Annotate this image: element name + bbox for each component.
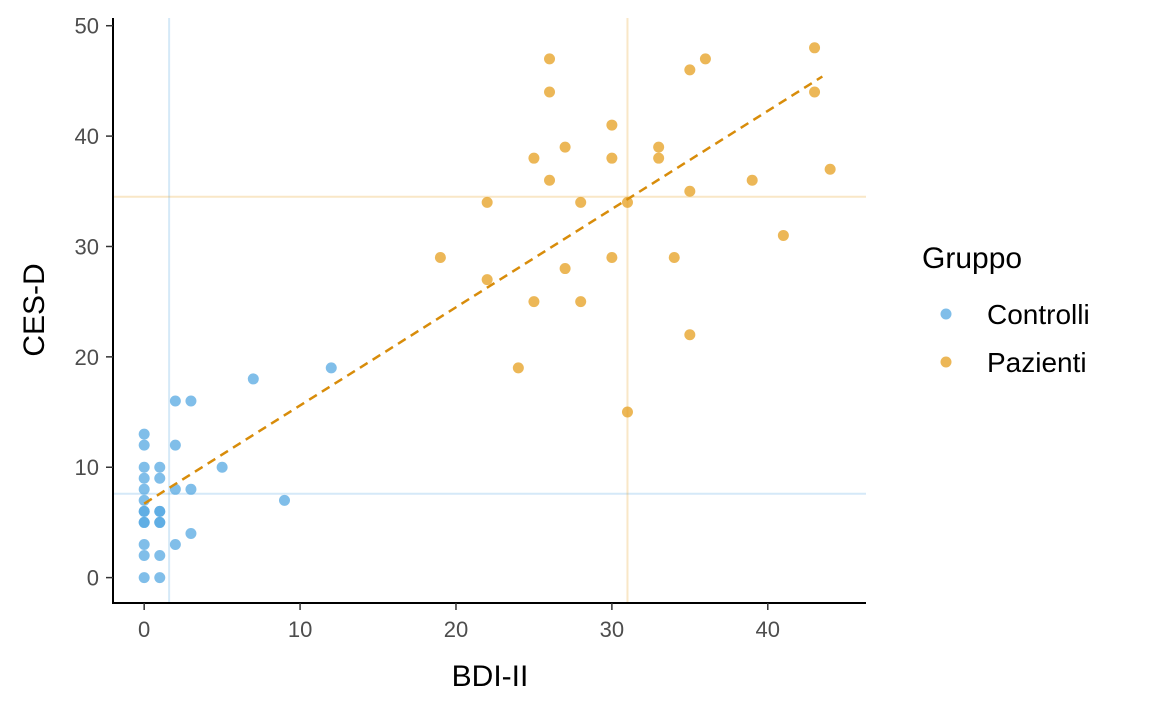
data-point [512, 362, 524, 374]
data-point [138, 439, 150, 451]
data-point [777, 229, 789, 241]
legend-label-0: Controlli [987, 299, 1090, 330]
y-axis-title: CES-D [18, 263, 51, 356]
x-tick-label: 40 [756, 617, 780, 642]
data-point [185, 483, 197, 495]
y-tick-label: 40 [75, 124, 99, 149]
data-point [544, 86, 556, 98]
data-point [528, 152, 540, 164]
legend-label-1: Pazienti [987, 347, 1087, 378]
data-point [481, 196, 493, 208]
data-point [154, 550, 166, 562]
y-tick-label: 10 [75, 455, 99, 480]
legend-key-0 [940, 308, 952, 320]
data-point [185, 395, 197, 407]
data-point [138, 550, 150, 562]
data-point [216, 461, 228, 473]
data-point [699, 53, 711, 65]
data-point [621, 406, 633, 418]
data-point [169, 395, 181, 407]
data-point [185, 527, 197, 539]
data-point [528, 296, 540, 308]
data-point [154, 472, 166, 484]
data-point [169, 539, 181, 550]
data-point [138, 572, 150, 584]
data-point [606, 252, 618, 264]
legend: Gruppo Controlli Pazienti [922, 242, 1090, 378]
data-point [684, 64, 696, 76]
data-point [154, 505, 166, 517]
y-tick-label: 20 [75, 345, 99, 370]
legend-key-1 [940, 356, 952, 368]
data-point [559, 263, 571, 275]
y-tick-label: 50 [75, 14, 99, 39]
data-point [824, 163, 836, 175]
data-point [653, 152, 665, 164]
data-point [559, 141, 571, 153]
x-tick-label: 10 [288, 617, 312, 642]
data-point [606, 119, 618, 131]
x-tick-label: 30 [600, 617, 624, 642]
data-point [621, 196, 633, 208]
data-point [606, 152, 618, 164]
data-point [138, 539, 150, 550]
data-point [325, 362, 337, 374]
data-point [278, 494, 290, 506]
data-point [154, 516, 166, 528]
x-tick-label: 0 [138, 617, 150, 642]
data-point [138, 461, 150, 473]
x-tick-label: 20 [444, 617, 468, 642]
data-point [809, 86, 821, 98]
data-point [684, 185, 696, 197]
regression-line [143, 75, 824, 505]
data-point [138, 516, 150, 528]
data-point [544, 174, 556, 186]
data-point [154, 461, 166, 473]
data-point [575, 296, 587, 308]
data-point [138, 483, 150, 495]
y-tick-label: 30 [75, 234, 99, 259]
data-point [169, 439, 181, 451]
x-axis-title: BDI-II [452, 660, 529, 693]
data-point [247, 373, 259, 385]
data-point [653, 141, 665, 153]
data-point [684, 329, 696, 341]
data-point [809, 42, 821, 54]
data-point [668, 252, 680, 264]
legend-title: Gruppo [922, 242, 1022, 275]
data-point [138, 428, 150, 440]
data-point [138, 472, 150, 484]
data-point [434, 252, 446, 264]
y-tick-label: 0 [87, 566, 99, 591]
data-point [544, 53, 556, 65]
data-point [154, 572, 166, 584]
regression-line-group [143, 75, 824, 505]
data-point [481, 274, 493, 286]
data-point [746, 174, 758, 186]
data-point [138, 505, 150, 517]
group-mean-lines [113, 18, 866, 603]
data-point [575, 196, 587, 208]
axes: 0 10 20 30 40 0 10 20 30 40 50 [75, 14, 866, 642]
data-points [138, 42, 836, 584]
